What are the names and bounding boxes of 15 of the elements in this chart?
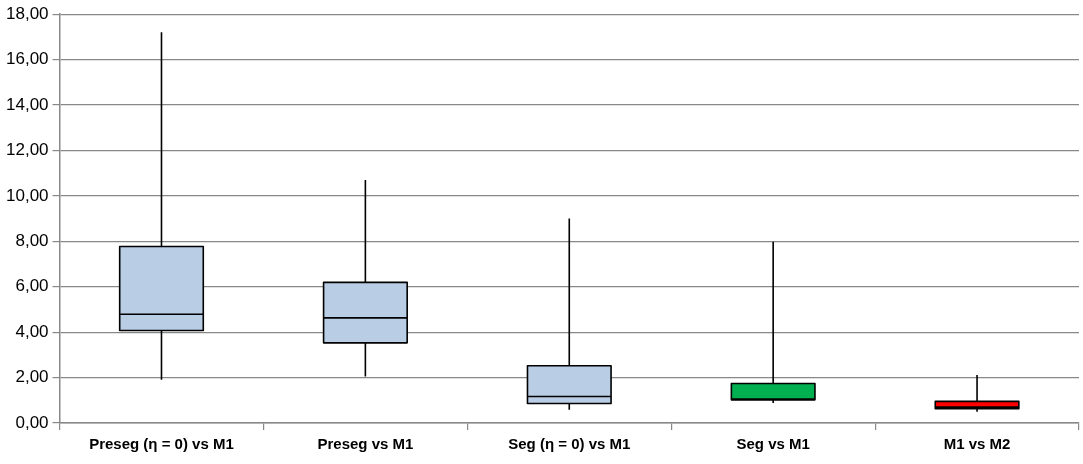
y-tick-label: 12,00 bbox=[5, 140, 49, 160]
x-tick-label: Seg vs M1 bbox=[736, 435, 810, 453]
y-tick-label: 18,00 bbox=[5, 3, 49, 23]
y-tick-label: 10,00 bbox=[5, 185, 49, 205]
x-tick-label: Seg (η = 0) vs M1 bbox=[508, 435, 631, 453]
y-tick-label: 6,00 bbox=[15, 276, 49, 296]
y-tick-label: 8,00 bbox=[15, 231, 49, 250]
y-tick-label: 14,00 bbox=[5, 94, 49, 114]
x-tick-label: Preseg (η = 0) vs M1 bbox=[89, 435, 234, 453]
y-tick-label: 2,00 bbox=[15, 367, 49, 387]
x-tick-label: Preseg vs M1 bbox=[317, 435, 414, 453]
x-tick-label: M1 vs M2 bbox=[943, 435, 1011, 453]
y-tick-label: 4,00 bbox=[15, 321, 49, 341]
y-tick-label: 0,00 bbox=[15, 412, 49, 432]
y-tick-label: 16,00 bbox=[5, 49, 49, 69]
